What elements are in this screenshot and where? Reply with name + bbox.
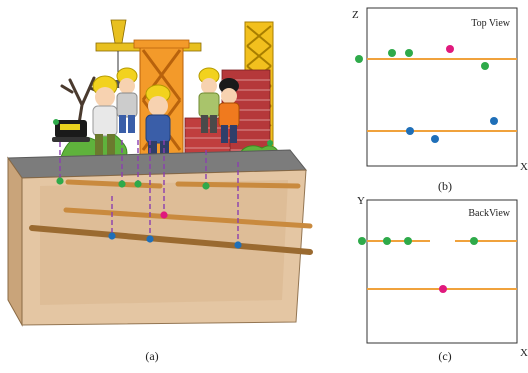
panel-b-title: Top View [471,18,511,29]
panel-c-title: BackView [468,208,510,219]
panel-c-axis-x: X [520,347,528,359]
panel-c-frame [366,199,518,344]
panel-a-caption: (a) [145,349,158,363]
mini-excavator [52,120,90,142]
panel-b-axis-z: Z [352,9,359,21]
panel-b-frame [366,7,518,167]
worker-right-1 [198,67,220,133]
worker-center-left [116,67,138,133]
panel-b-axis-x: X [520,161,528,173]
worker-center [145,84,171,161]
panel-c-caption: (c) [438,349,451,363]
panel-b-markers [355,45,498,143]
panel-c-markers [358,237,478,293]
panel-a-markers [53,119,273,249]
panel-b-top-view: Z X Top View (b) [352,7,528,193]
panel-b-caption: (b) [438,179,452,193]
panel-c-back-view: Y X BackView (c) [357,195,528,363]
tree [60,76,102,132]
panel-a-scene: (a) [7,19,313,363]
worker-left [92,75,118,156]
panel-c-axis-y: Y [357,195,365,207]
rods [29,179,313,255]
dashed-connectors [59,140,239,244]
worker-right-2 [218,78,240,143]
